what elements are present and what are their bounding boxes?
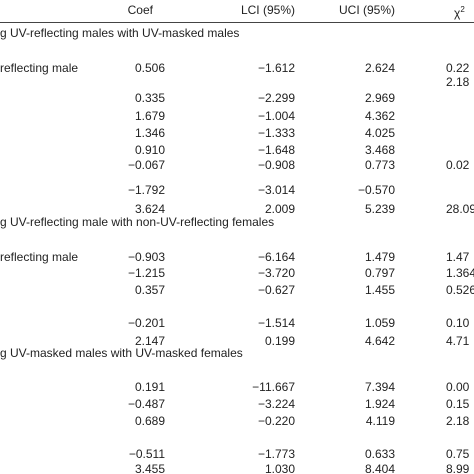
cell: −1.773: [257, 447, 295, 461]
cell: 4.119: [365, 414, 395, 428]
cell: −2.299: [257, 91, 295, 105]
cell: −0.908: [257, 158, 295, 172]
cell: 0.773: [364, 158, 395, 172]
cell: 0.22: [446, 61, 470, 75]
cell: 4.362: [364, 109, 395, 123]
superscript: 2: [460, 5, 465, 14]
row-label: reflecting male: [0, 250, 79, 264]
cell: −0.511: [128, 447, 165, 461]
cell: 0.910: [134, 143, 165, 157]
cell: 4.71: [446, 334, 470, 348]
cell: 1.924: [364, 397, 395, 411]
cell: 7.394: [364, 380, 395, 394]
cell: 2.624: [364, 61, 395, 75]
cell: 2.009: [264, 202, 295, 216]
section-title: g UV-reflecting male with non-UV-reflect…: [0, 215, 275, 229]
cell: 1.059: [364, 316, 395, 330]
cell: 0.00: [446, 380, 470, 394]
cell: 3.455: [134, 462, 165, 474]
section-title: g UV-reflecting males with UV-masked mal…: [0, 26, 240, 40]
cell: 0.506: [134, 61, 165, 75]
cell: −0.201: [127, 316, 165, 330]
cell: 1.346: [134, 126, 165, 140]
cell: −0.487: [127, 397, 165, 411]
cell: 1.455: [364, 283, 395, 297]
cell: −0.067: [127, 158, 165, 172]
cell: −0.570: [357, 183, 395, 197]
cell: 8.404: [364, 462, 395, 474]
cell: 2.18: [446, 75, 470, 89]
row-label: reflecting male: [0, 61, 79, 75]
cell: −1.004: [257, 109, 295, 123]
cell: 0.526: [446, 283, 474, 297]
cell: 0.357: [134, 283, 165, 297]
cell: −3.720: [257, 266, 295, 280]
cell: −3.014: [257, 183, 295, 197]
column-header: χ2: [454, 5, 465, 20]
cell: 1.030: [264, 462, 295, 474]
cell: 1.479: [364, 250, 395, 264]
section-title: g UV-masked males with UV-masked females: [0, 346, 243, 360]
cell: 1.364: [446, 266, 474, 280]
cell: −1.215: [127, 266, 165, 280]
cell: 2.147: [134, 334, 165, 348]
cell: 0.02: [446, 158, 470, 172]
cell: 0.335: [134, 91, 165, 105]
cell: 1.679: [134, 109, 165, 123]
cell: 0.689: [134, 414, 165, 428]
cell: −3.224: [257, 397, 295, 411]
cell: 8.99: [446, 462, 470, 474]
cell: 3.624: [134, 202, 165, 216]
cell: 4.642: [364, 334, 395, 348]
cell: 0.797: [364, 266, 395, 280]
cell: −0.627: [257, 283, 295, 297]
cell: 1.47: [446, 250, 470, 264]
cell: −1.333: [257, 126, 295, 140]
cell: 28.09: [446, 202, 474, 216]
cell: 0.10: [446, 316, 470, 330]
cell: 0.15: [446, 397, 470, 411]
cell: −6.164: [257, 250, 295, 264]
column-header: Coef: [127, 3, 153, 17]
cell: 2.969: [364, 91, 395, 105]
cell: 0.199: [264, 334, 295, 348]
cell: −1.792: [127, 183, 165, 197]
cell: 4.025: [364, 126, 395, 140]
column-header: LCI (95%): [240, 3, 295, 17]
cell: 0.191: [134, 380, 165, 394]
cell: −1.514: [257, 316, 295, 330]
cell: −1.612: [257, 61, 295, 75]
cell: −11.667: [252, 380, 295, 394]
cell: −0.220: [257, 414, 295, 428]
cell: 2.18: [446, 414, 470, 428]
cell: −0.903: [127, 250, 165, 264]
cell: 5.239: [364, 202, 395, 216]
cell: 0.75: [446, 447, 470, 461]
header-rule: [0, 22, 474, 23]
column-header: UCI (95%): [338, 3, 395, 17]
cell: 3.468: [364, 143, 395, 157]
cell: 0.633: [364, 447, 395, 461]
cell: −1.648: [257, 143, 295, 157]
